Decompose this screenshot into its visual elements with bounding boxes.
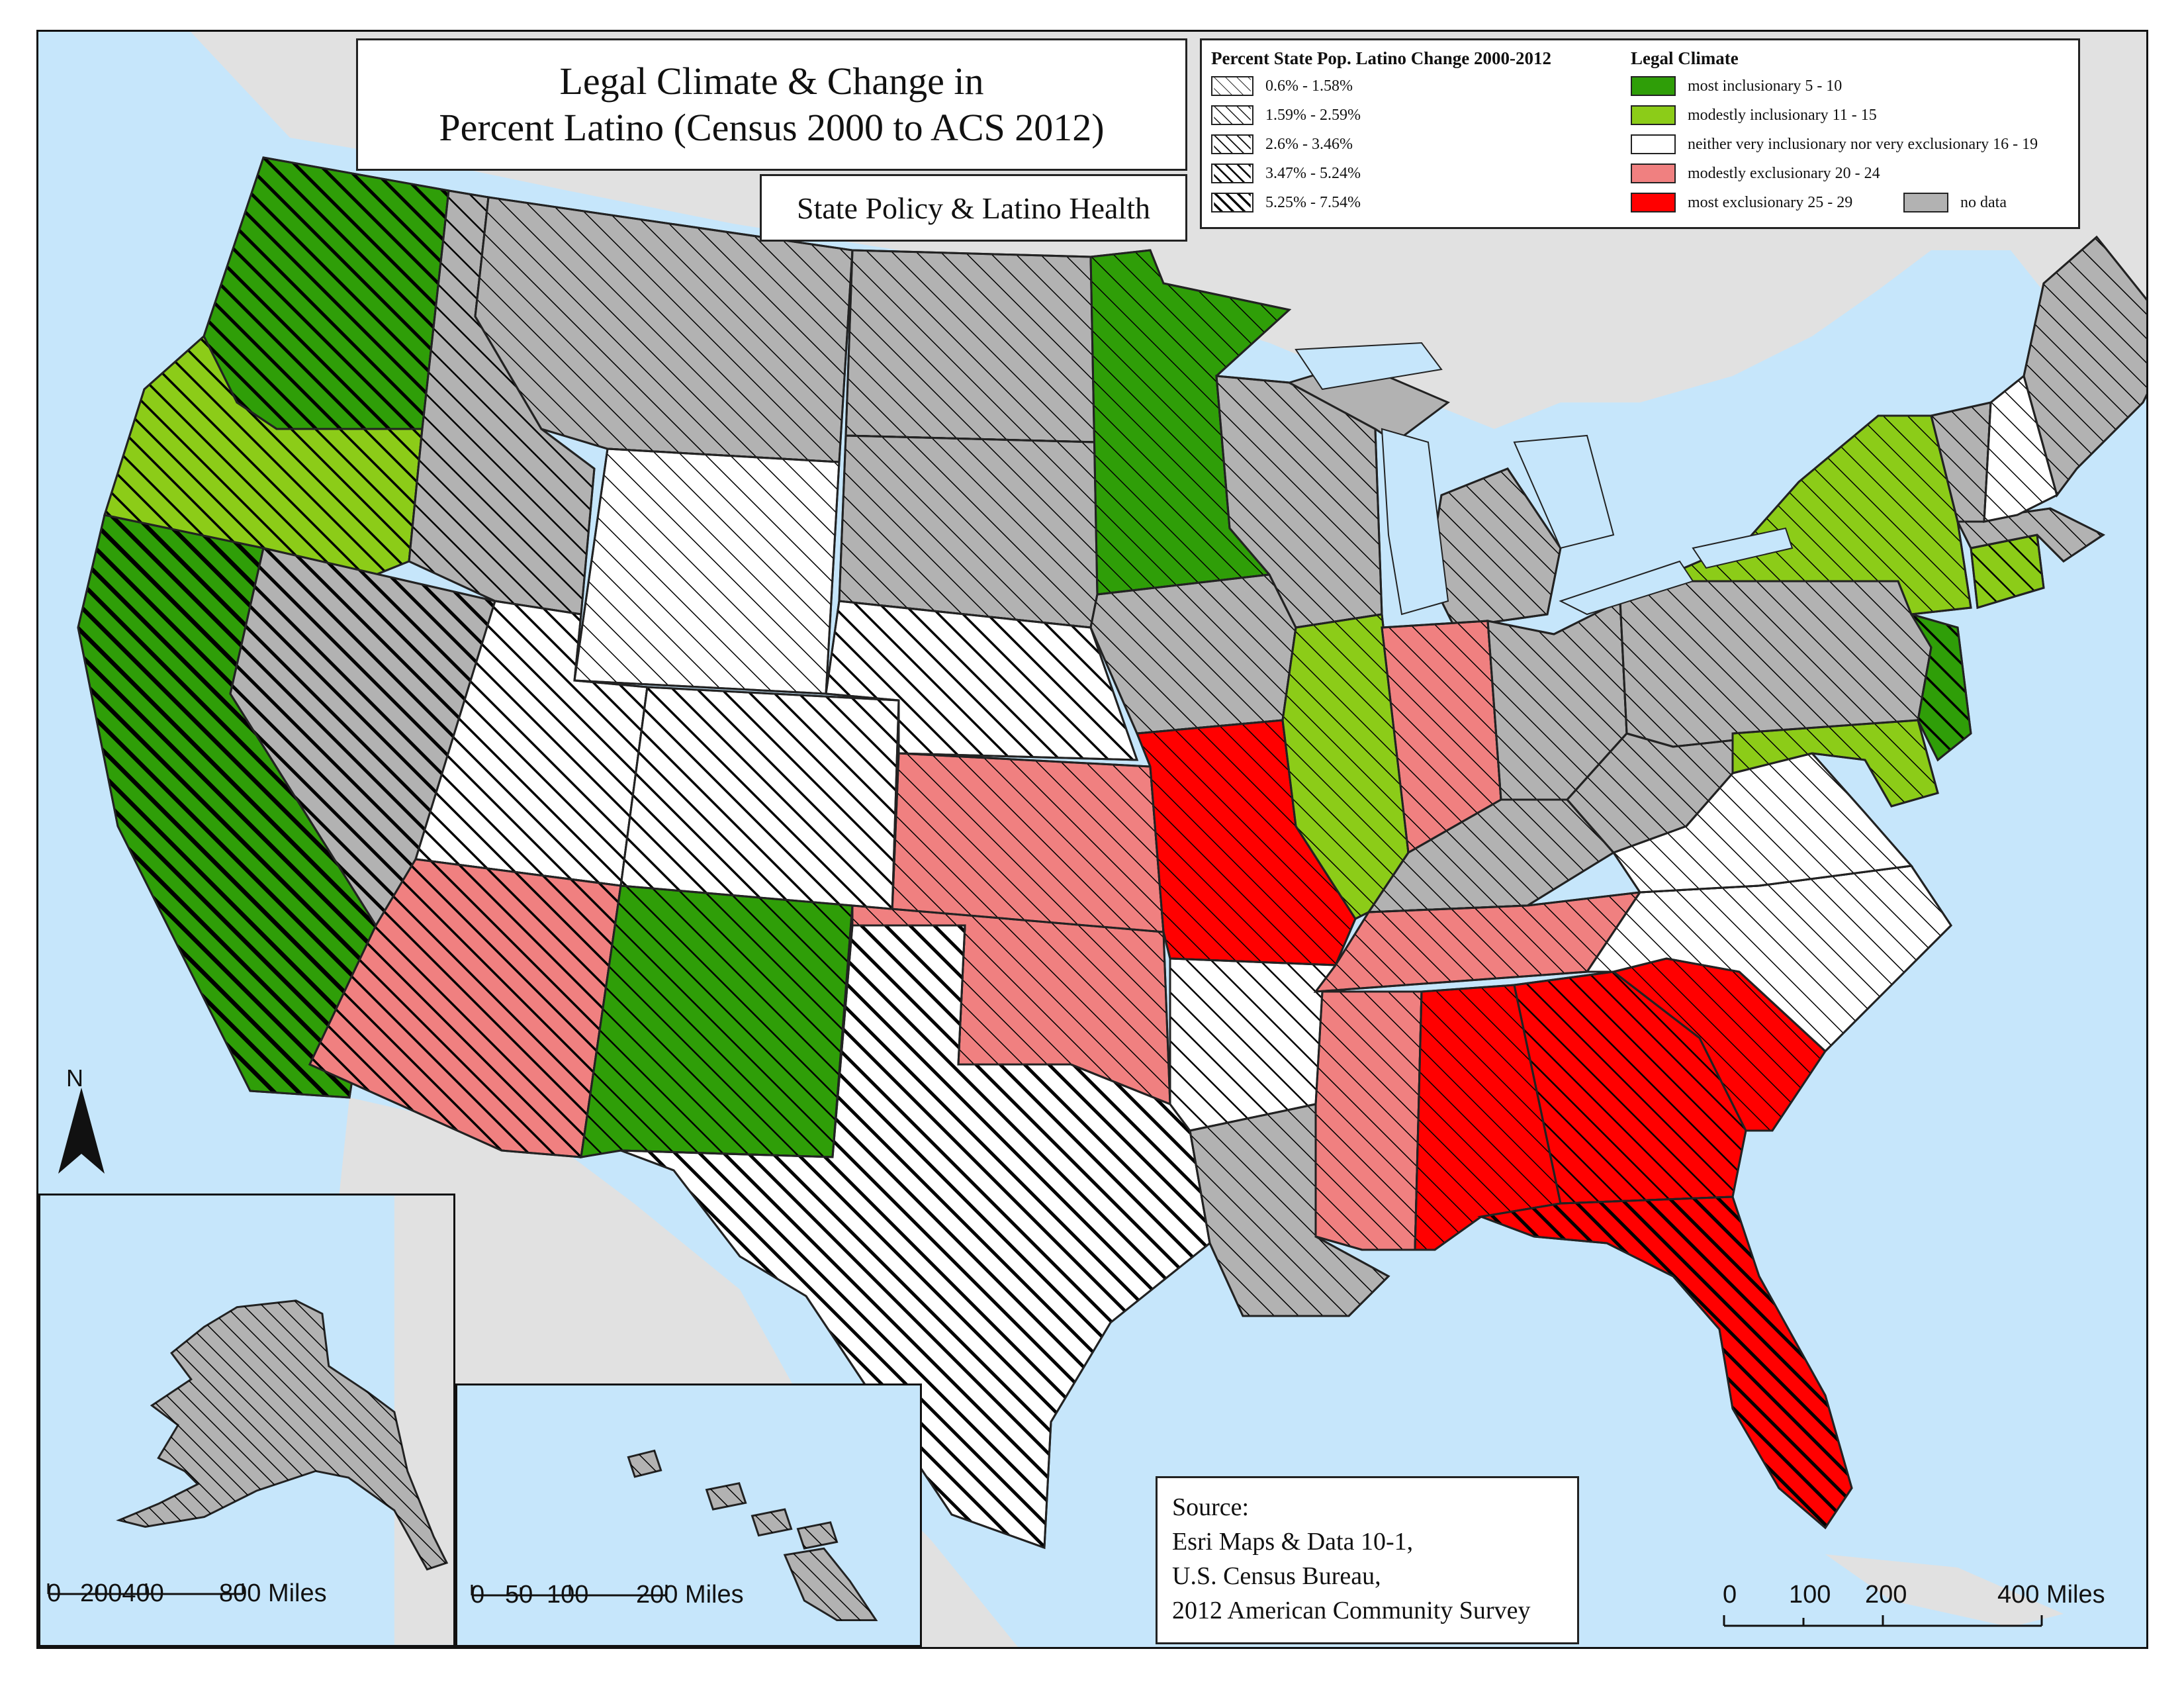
state-connecticut	[1970, 534, 2045, 609]
state-illinois	[1281, 613, 1410, 920]
state-south-dakota	[838, 434, 1099, 629]
legend-climate-heading: Legal Climate	[1631, 48, 1739, 68]
map-subtitle: State Policy & Latino Health	[760, 174, 1187, 242]
state-wyoming	[573, 447, 841, 695]
legend-climate-item: most inclusionary 5 - 10	[1631, 76, 1842, 96]
hawaii-scale-ruler	[471, 1585, 668, 1597]
state-south-carolina	[1611, 957, 1827, 1132]
state-ohio	[1486, 599, 1628, 801]
state-nebraska	[825, 600, 1139, 761]
canada-inset	[394, 1196, 453, 1645]
legend-climate-label: neither very inclusionary nor very exclu…	[1688, 135, 2038, 153]
legend-climate-swatch	[1631, 105, 1676, 125]
state-california	[77, 514, 377, 1099]
source-note: Source: Esri Maps & Data 10-1, U.S. Cens…	[1156, 1476, 1579, 1644]
state-idaho	[408, 189, 596, 616]
source-line: 2012 American Community Survey	[1172, 1597, 1531, 1624]
legend-change-swatch	[1211, 76, 1253, 96]
hawaii-inset: 0 50 100 200 Miles	[455, 1383, 922, 1647]
legend-climate-swatch	[1631, 134, 1676, 154]
conus-scale-tick: 100	[1789, 1581, 1831, 1609]
conus-scale-tick: 200	[1865, 1581, 1907, 1609]
legend-change-swatch	[1211, 134, 1253, 154]
legend-climate-item: no data	[1903, 193, 2007, 212]
conus-scale-bar: 0 100 200 400 Miles	[1723, 1581, 2133, 1634]
alaska-map	[116, 1196, 453, 1645]
state-florida	[1477, 1196, 1853, 1530]
legend-change-swatch	[1211, 105, 1253, 125]
states-layer	[77, 156, 2146, 1550]
legend-climate-label: no data	[1960, 193, 2007, 211]
state-pennsylvania	[1619, 580, 1933, 748]
great-lakes	[1295, 342, 1794, 616]
legend-change-item: 3.47% - 5.24%	[1211, 164, 1361, 183]
state-maryland	[1731, 719, 1939, 808]
state-indiana	[1381, 620, 1502, 855]
legend-climate-item: modestly exclusionary 20 - 24	[1631, 164, 1880, 183]
state-mississippi	[1314, 990, 1423, 1251]
state-iowa	[1089, 573, 1297, 735]
state-new-hampshire	[1983, 374, 2058, 523]
legend-climate-swatch	[1903, 193, 1948, 212]
legend-climate-label: modestly inclusionary 11 - 15	[1688, 106, 1877, 124]
legend-change-swatch	[1211, 193, 1253, 212]
source-line: Esri Maps & Data 10-1,	[1172, 1528, 1414, 1556]
state-tennessee	[1313, 891, 1643, 993]
state-colorado	[619, 686, 900, 914]
legend-climate-item: most exclusionary 25 - 29	[1631, 193, 1852, 212]
state-new-mexico	[580, 884, 854, 1158]
alaska-scale-bar: 0 200400 800 Miles	[47, 1579, 327, 1610]
state-montana	[474, 196, 854, 463]
state-north-dakota	[844, 249, 1099, 444]
state-michigan	[1427, 467, 1562, 629]
legend-change-label: 1.59% - 2.59%	[1265, 106, 1361, 124]
legend-climate-item: modestly inclusionary 11 - 15	[1631, 105, 1877, 125]
title-line-2: Percent Latino (Census 2000 to ACS 2012)	[439, 106, 1105, 149]
source-line: Source:	[1172, 1493, 1250, 1521]
conus-scale-tick: 0	[1723, 1581, 1737, 1609]
map-frame: Legal Climate & Change in Percent Latino…	[36, 30, 2148, 1649]
legend: Percent State Pop. Latino Change 2000-20…	[1200, 38, 2080, 229]
legend-change-item: 5.25% - 7.54%	[1211, 193, 1361, 212]
alaska-inset: 0 200400 800 Miles	[38, 1194, 455, 1647]
state-texas	[620, 924, 1211, 1550]
conus-scale-tick: 400 Miles	[1997, 1581, 2105, 1609]
legend-climate-swatch	[1631, 193, 1676, 212]
legend-change-item: 2.6% - 3.46%	[1211, 134, 1353, 154]
state-alabama	[1414, 984, 1562, 1251]
legend-climate-item: neither very inclusionary nor very exclu…	[1631, 134, 2038, 154]
state-new-york	[1653, 414, 1972, 616]
state-virginia	[1612, 752, 1913, 894]
legend-climate-label: most inclusionary 5 - 10	[1688, 77, 1843, 95]
north-label: N	[66, 1064, 83, 1092]
title-line-1: Legal Climate & Change in	[559, 60, 984, 103]
legend-climate-label: most exclusionary 25 - 29	[1688, 193, 1853, 211]
state-arkansas	[1169, 957, 1337, 1132]
legend-climate-swatch	[1631, 76, 1676, 96]
conus-scale-ruler	[1723, 1615, 2043, 1627]
state-maine	[2023, 235, 2146, 498]
alaska-scale-ruler	[47, 1583, 244, 1595]
source-line: U.S. Census Bureau,	[1172, 1562, 1381, 1590]
legend-climate-label: modestly exclusionary 20 - 24	[1688, 164, 1880, 182]
legend-change-item: 0.6% - 1.58%	[1211, 76, 1353, 96]
legend-change-label: 5.25% - 7.54%	[1265, 193, 1361, 211]
cuba	[1825, 1554, 2064, 1627]
map-title: Legal Climate & Change in Percent Latino…	[356, 38, 1187, 171]
legend-change-label: 0.6% - 1.58%	[1265, 77, 1353, 95]
hawaii-map	[627, 1449, 878, 1622]
north-arrow-icon	[58, 1088, 105, 1174]
legend-change-swatch	[1211, 164, 1253, 183]
state-kansas	[891, 752, 1165, 933]
legend-climate-swatch	[1631, 164, 1676, 183]
hawaii-scale-bar: 0 50 100 200 Miles	[471, 1581, 749, 1611]
state-arizona	[308, 858, 622, 1158]
state-new-jersey	[1909, 612, 1972, 762]
legend-change-item: 1.59% - 2.59%	[1211, 105, 1361, 125]
legend-change-label: 2.6% - 3.46%	[1265, 135, 1353, 153]
legend-change-heading: Percent State Pop. Latino Change 2000-20…	[1211, 48, 1551, 68]
legend-change-label: 3.47% - 5.24%	[1265, 164, 1361, 182]
state-massachusetts	[1956, 507, 2105, 563]
